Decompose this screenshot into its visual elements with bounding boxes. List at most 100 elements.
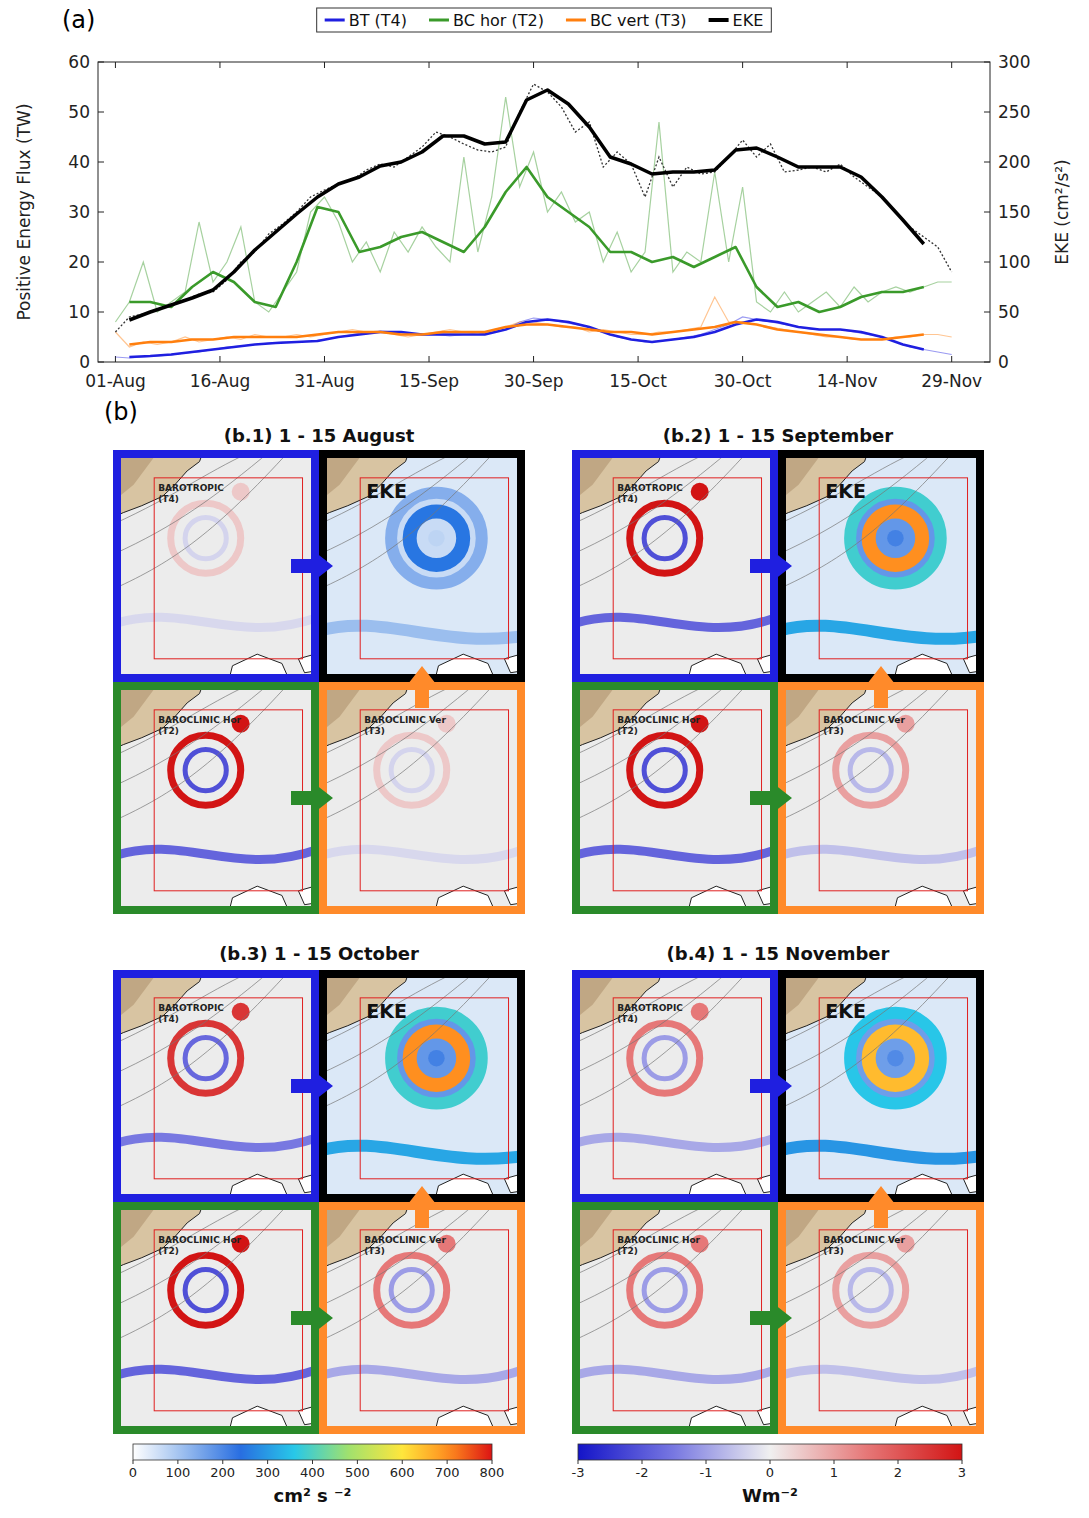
colorbar-tick-label: -1 <box>700 1465 713 1480</box>
colorbar-tick-label: 700 <box>435 1465 460 1480</box>
colorbar-tick-label: 200 <box>210 1465 235 1480</box>
colorbar-tick-label: 2 <box>894 1465 902 1480</box>
y2-tick-label: 300 <box>998 52 1030 72</box>
y-tick <box>98 312 104 313</box>
map-background <box>778 970 984 1202</box>
quadrant-label: BAROCLINIC Hor <box>158 715 241 725</box>
colorbar-tick-label: 0 <box>766 1465 774 1480</box>
legend-label: BC hor (T2) <box>453 11 544 30</box>
quadrant-frame <box>576 974 774 1198</box>
land <box>319 970 410 1037</box>
colorbar-tick <box>447 1460 448 1464</box>
x-tick-label: 29-Nov <box>921 371 982 391</box>
quadrant-frame <box>117 974 315 1198</box>
flux-band <box>572 617 778 628</box>
map <box>319 450 525 682</box>
quadrant-sublabel: (T2) <box>617 1246 638 1256</box>
contour <box>319 682 462 756</box>
y-tick <box>98 212 104 213</box>
contour <box>778 1202 937 1306</box>
land-relief <box>782 455 819 497</box>
contour <box>113 970 290 1109</box>
x-tick-label: 01-Aug <box>85 371 146 391</box>
quadrant-frame <box>323 686 521 910</box>
y2-tick-label: 50 <box>998 302 1020 322</box>
raw-line <box>115 84 951 332</box>
map-background <box>778 682 984 914</box>
flux-band <box>572 1137 778 1148</box>
legend-swatch <box>325 19 345 22</box>
colorbar-tick-label: 500 <box>345 1465 370 1480</box>
map <box>319 682 525 914</box>
study-area <box>154 478 302 659</box>
legend-label: BT (T4) <box>349 11 407 30</box>
legend-swatch <box>709 18 729 22</box>
contour <box>319 970 478 1074</box>
flow-arrow <box>867 1186 895 1228</box>
x-tick <box>847 62 848 68</box>
flux-band <box>572 849 778 860</box>
quadrant-sublabel: (T3) <box>823 1246 844 1256</box>
flux-band <box>113 1137 319 1148</box>
quadrant-label: BAROTROPIC <box>617 483 683 493</box>
contour <box>572 970 715 1044</box>
flux-ring-positive <box>630 1255 700 1325</box>
map-background <box>319 682 525 914</box>
panel-label: (a) <box>62 6 95 34</box>
map-background <box>319 970 525 1202</box>
colorbar-tick <box>706 1460 707 1464</box>
flux-ring-positive <box>836 735 906 805</box>
quadrant-label: BAROCLINIC Ver <box>823 715 905 725</box>
contour <box>113 1202 272 1306</box>
quadrant-label: BAROCLINIC Ver <box>823 1235 905 1245</box>
colorbar-tick-label: 1 <box>830 1465 838 1480</box>
study-area <box>819 1230 967 1411</box>
contour <box>319 970 462 1044</box>
land-relief <box>782 687 819 729</box>
eke-band <box>319 1146 525 1159</box>
series-line <box>129 90 923 320</box>
map-background <box>319 1202 525 1434</box>
map <box>778 970 984 1202</box>
contour <box>113 970 272 1074</box>
eke-eddy-core <box>887 530 903 546</box>
eke-eddy-core <box>428 1050 444 1066</box>
x-tick <box>951 62 952 68</box>
quadrant-frame <box>117 454 315 678</box>
colorbar-tick <box>133 1460 134 1464</box>
flux-spot <box>232 1003 250 1021</box>
flow-arrow <box>408 666 436 708</box>
flux-ring-negative <box>644 750 685 791</box>
study-area <box>154 710 302 891</box>
contour <box>778 970 937 1074</box>
panel-label: (b) <box>104 398 138 426</box>
legend-box <box>317 8 772 32</box>
flux-band <box>319 849 525 860</box>
land-relief <box>576 455 613 497</box>
flux-ring-positive <box>171 735 241 805</box>
x-tick <box>638 62 639 68</box>
flux-ring-positive <box>377 735 447 805</box>
contour <box>319 450 496 589</box>
quadrant-label: EKE <box>825 480 866 502</box>
contour <box>778 450 937 554</box>
study-area <box>360 998 508 1179</box>
land-relief <box>323 1207 360 1249</box>
land-relief <box>323 687 360 729</box>
colorbar-tick <box>898 1460 899 1464</box>
flux-ring-negative <box>391 750 432 791</box>
land-relief <box>323 455 360 497</box>
land <box>778 450 869 517</box>
flow-arrow <box>750 1304 792 1332</box>
eke-eddy-core <box>887 1050 903 1066</box>
quadrant-sublabel: (T3) <box>364 1246 385 1256</box>
study-area <box>613 998 761 1179</box>
flux-band <box>113 617 319 628</box>
colorbar-tick <box>357 1460 358 1464</box>
quadrant-sublabel: (T4) <box>158 494 179 504</box>
study-area <box>154 998 302 1179</box>
legend: BT (T4)BC hor (T2)BC vert (T3)EKE <box>317 8 772 32</box>
eke-eddy-ring <box>869 1031 923 1085</box>
contour <box>778 970 921 1044</box>
x-tick <box>429 62 430 68</box>
